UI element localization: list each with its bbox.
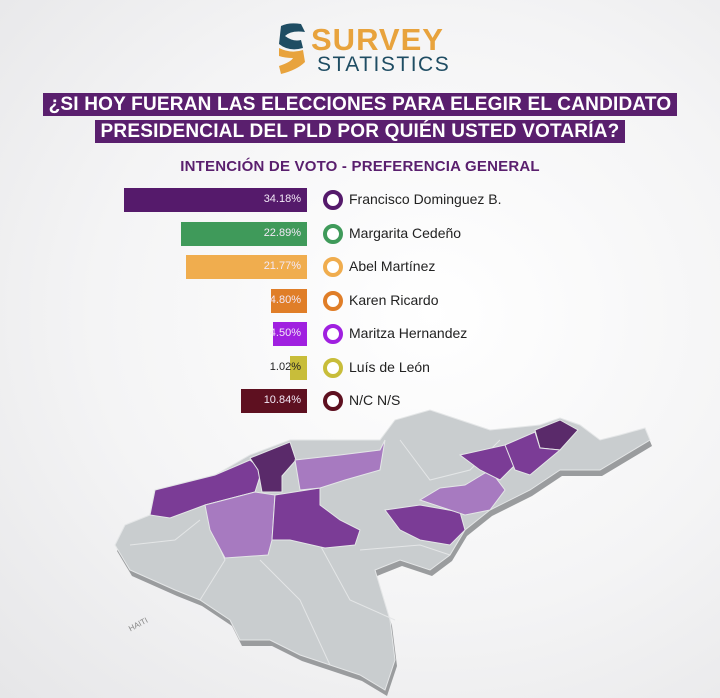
region-espaillat <box>249 441 297 493</box>
bar-row: 4.80% Karen Ricardo <box>0 288 720 313</box>
candidate-name: Luís de León <box>349 358 430 375</box>
bar: 10.84% <box>240 389 307 413</box>
bar-value-label: 22.89% <box>263 226 301 239</box>
candidate-name: Francisco Dominguez B. <box>349 191 502 207</box>
region-san-cristobal <box>384 504 466 546</box>
survey-statistics-logo: SURVEY STATISTICS <box>275 22 449 78</box>
legend-ring-icon <box>323 324 343 344</box>
bar: 21.77% <box>186 255 307 279</box>
bar-row: 4.50% Maritza Hernandez <box>0 322 720 346</box>
bar-value-label: 4.80% <box>269 293 301 306</box>
bar: 34.18% <box>124 188 307 212</box>
bar: 4.50% <box>269 322 307 346</box>
region-santo-domingo <box>418 469 506 516</box>
region-hato-mayor <box>504 431 562 476</box>
bar-row: 34.18% Francisco Dominguez B. <box>0 188 720 212</box>
logo-word-survey: SURVEY <box>311 22 444 57</box>
bar-value-label: 10.84% <box>263 394 301 406</box>
bar: 4.80% <box>269 288 307 313</box>
bar-value-label: 34.18% <box>263 193 301 205</box>
legend-ring-icon <box>323 257 343 277</box>
bar: 22.89% <box>180 221 307 246</box>
legend-ring-icon <box>323 223 343 244</box>
candidate-name: Abel Martínez <box>349 258 436 274</box>
question-text-2: PRESIDENCIAL DEL PLD POR QUIÉN USTED VOT… <box>94 120 626 143</box>
region-la-vega <box>271 487 361 549</box>
region-duarte <box>294 439 386 491</box>
bar: 1.02% <box>270 355 307 380</box>
logo-s-icon <box>279 23 305 74</box>
bar-row: 21.77% Abel Martínez <box>0 255 720 279</box>
candidate-name: Margarita Cedeño <box>349 224 462 241</box>
chart-subtitle: INTENCIÓN DE VOTO - PREFERENCIA GENERAL <box>180 158 540 175</box>
legend-ring-icon <box>323 190 343 210</box>
legend-ring-icon <box>323 290 343 311</box>
candidate-name: N/C N/S <box>349 392 401 408</box>
candidate-name: Maritza Hernandez <box>349 325 468 341</box>
question-line-2: PRESIDENCIAL DEL PLD POR QUIÉN USTED VOT… <box>0 120 720 143</box>
bar-row: 22.89% Margarita Cedeño <box>0 221 720 246</box>
question-text-1: ¿SI HOY FUERAN LAS ELECCIONES PARA ELEGI… <box>42 93 678 116</box>
legend-ring-icon <box>323 357 343 378</box>
bar-value-label: 1.02% <box>269 360 301 373</box>
logo-word-statistics: STATISTICS <box>317 53 451 76</box>
question-line-1: ¿SI HOY FUERAN LAS ELECCIONES PARA ELEGI… <box>0 93 720 116</box>
bar-value-label: 21.77% <box>263 260 301 272</box>
bar-row: 10.84% N/C N/S <box>0 389 720 413</box>
region-santiago <box>204 491 276 559</box>
candidate-name: Karen Ricardo <box>349 291 439 308</box>
bar-row: 1.02% Luís de León <box>0 355 720 380</box>
bar-value-label: 4.50% <box>269 327 301 339</box>
region-sanchez-ramirez <box>458 444 521 481</box>
legend-ring-icon <box>323 391 343 411</box>
